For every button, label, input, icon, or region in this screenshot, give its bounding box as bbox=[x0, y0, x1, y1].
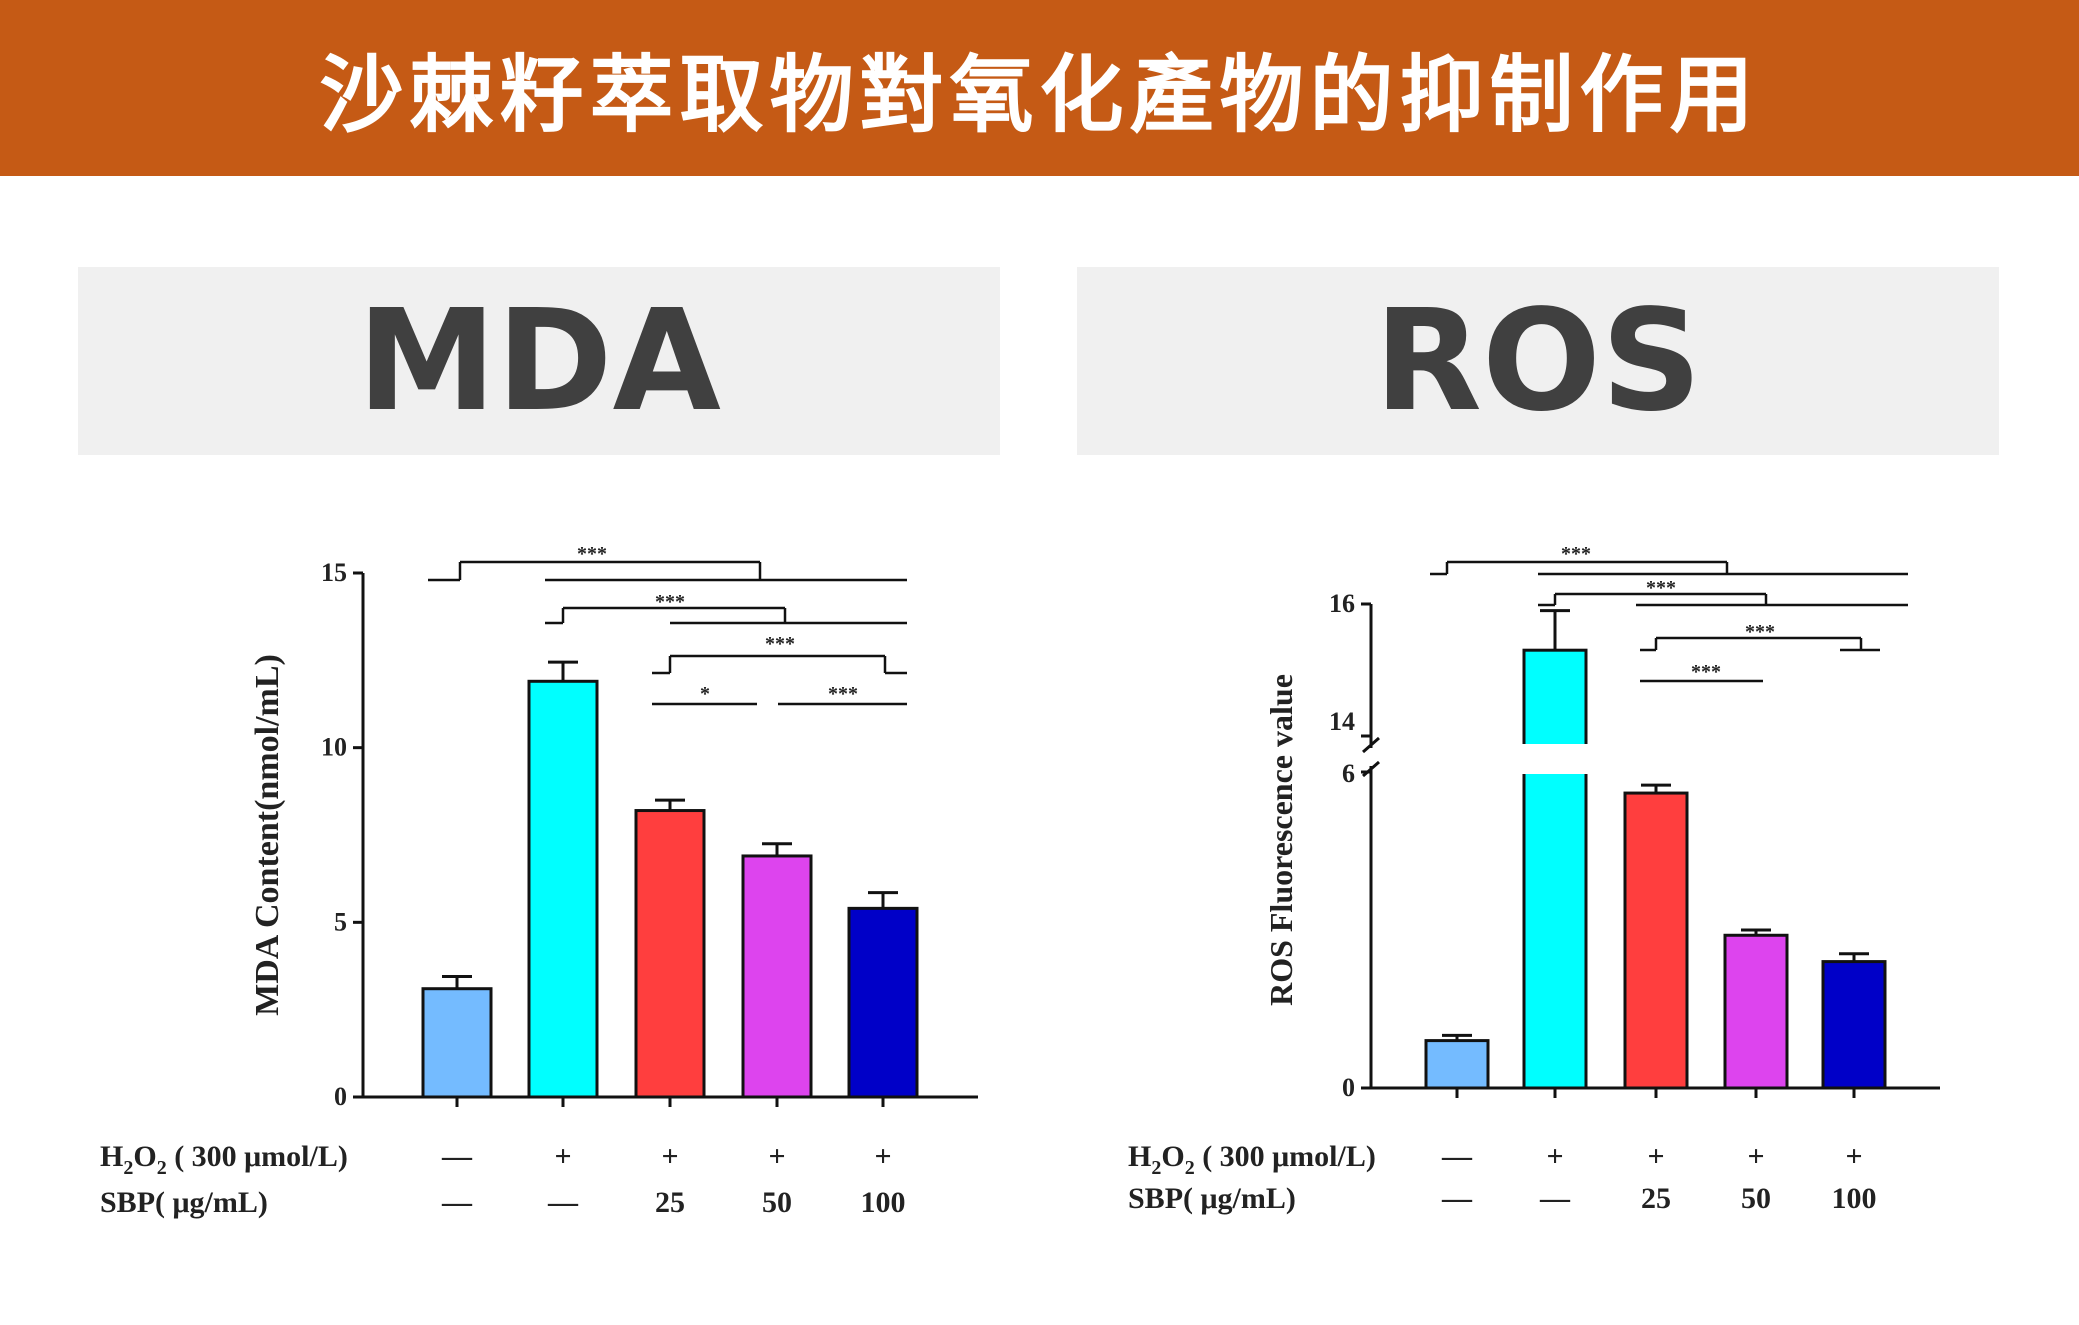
page-title: 沙棘籽萃取物對氧化產物的抑制作用 bbox=[0, 0, 2079, 176]
h2o2-row-value: + bbox=[661, 1140, 678, 1173]
sbp-row-label: SBP( μg/mL) bbox=[1128, 1182, 1296, 1215]
sbp-row-value: — bbox=[1441, 1182, 1473, 1215]
significance-label: *** bbox=[765, 633, 795, 655]
h2o2-row-value: + bbox=[874, 1140, 891, 1173]
y-tick-label: 10 bbox=[321, 733, 347, 762]
y-tick-label: 5 bbox=[334, 907, 347, 936]
bar bbox=[1821, 960, 1887, 1090]
sbp-row-value: — bbox=[441, 1186, 473, 1219]
h2o2-row-label: H2O2 ( 300 μmol/L) bbox=[100, 1140, 348, 1179]
bar bbox=[741, 854, 813, 1099]
axis-break-mark bbox=[1362, 736, 1380, 754]
significance-label: *** bbox=[1561, 543, 1591, 565]
h2o2-row-value: + bbox=[1747, 1140, 1764, 1173]
sbp-row-label: SBP( μg/mL) bbox=[100, 1186, 268, 1219]
significance-label: *** bbox=[828, 683, 858, 705]
sbp-row-value: 25 bbox=[1641, 1182, 1671, 1215]
bar bbox=[527, 679, 599, 1099]
h2o2-row-value: + bbox=[1647, 1140, 1664, 1173]
y-tick-label: 15 bbox=[321, 558, 347, 587]
y-tick-label: 0 bbox=[334, 1082, 347, 1111]
h2o2-row-value: — bbox=[1441, 1140, 1473, 1173]
significance-label: * bbox=[700, 683, 710, 705]
sbp-row-value: 50 bbox=[1741, 1182, 1771, 1215]
y-axis-label: MDA Content(nmol/mL) bbox=[249, 654, 286, 1016]
bar bbox=[1522, 648, 1588, 1090]
h2o2-row-value: + bbox=[1546, 1140, 1563, 1173]
mda-panel-title: MDA bbox=[78, 267, 1000, 455]
sbp-row-value: — bbox=[1539, 1182, 1571, 1215]
bar-break-gap bbox=[1522, 744, 1588, 774]
y-tick-label: 16 bbox=[1329, 589, 1355, 618]
y-tick-label: 14 bbox=[1329, 707, 1355, 736]
h2o2-row-value: + bbox=[554, 1140, 571, 1173]
h2o2-row-label: H2O2 ( 300 μmol/L) bbox=[1128, 1140, 1376, 1179]
sbp-row-value: 100 bbox=[861, 1186, 906, 1219]
y-tick-label: 6 bbox=[1342, 759, 1355, 788]
ros-panel-title: ROS bbox=[1077, 267, 1999, 455]
bar bbox=[847, 906, 919, 1099]
significance-label: *** bbox=[1691, 661, 1721, 683]
significance-label: *** bbox=[1646, 577, 1676, 599]
bar bbox=[634, 809, 706, 1099]
bar bbox=[1424, 1039, 1490, 1090]
bar bbox=[421, 987, 493, 1099]
axis-break-mark bbox=[1362, 760, 1380, 778]
y-tick-label: 0 bbox=[1342, 1073, 1355, 1102]
sbp-row-value: 100 bbox=[1832, 1182, 1877, 1215]
sbp-row-value: 25 bbox=[655, 1186, 685, 1219]
sbp-row-value: — bbox=[547, 1186, 579, 1219]
h2o2-row-value: + bbox=[768, 1140, 785, 1173]
bar bbox=[1623, 791, 1689, 1090]
y-axis-label: ROS Fluorescence value bbox=[1263, 674, 1299, 1006]
bar bbox=[1723, 933, 1789, 1090]
sbp-row-value: 50 bbox=[762, 1186, 792, 1219]
significance-label: *** bbox=[655, 591, 685, 613]
significance-label: *** bbox=[1745, 621, 1775, 643]
h2o2-row-value: + bbox=[1845, 1140, 1862, 1173]
h2o2-row-value: — bbox=[441, 1140, 473, 1173]
significance-label: *** bbox=[577, 543, 607, 565]
